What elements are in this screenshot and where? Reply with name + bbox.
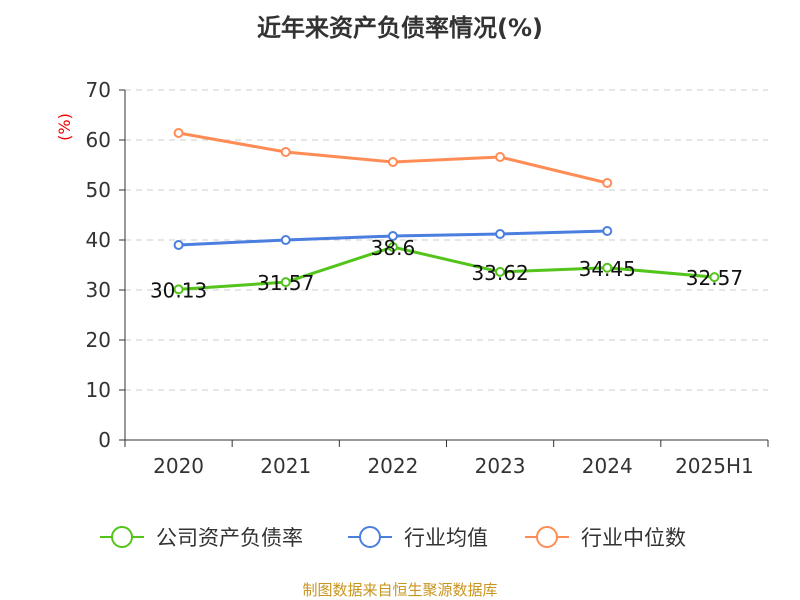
y-tick-label: 60 [86, 128, 111, 152]
x-tick-label: 2025H1 [675, 454, 754, 478]
legend-marker [536, 526, 558, 548]
data-point [173, 128, 184, 138]
y-tick-label: 0 [98, 428, 111, 452]
data-point [280, 147, 291, 157]
legend-label: 公司资产负债率 [156, 526, 303, 550]
data-label: 31.57 [257, 271, 314, 295]
y-axis-label: (%) [55, 113, 74, 141]
x-tick-label: 2020 [153, 454, 204, 478]
data-label: 30.13 [150, 278, 207, 302]
data-point [280, 235, 291, 245]
y-tick-label: 50 [86, 178, 111, 202]
legend-marker [359, 526, 381, 548]
data-point [495, 152, 506, 162]
legend-label: 行业中位数 [581, 526, 686, 550]
y-tick-label: 70 [86, 78, 111, 102]
x-tick-label: 2021 [260, 454, 311, 478]
legend-label: 行业均值 [404, 526, 488, 550]
y-tick-label: 40 [86, 228, 111, 252]
data-point [602, 226, 613, 236]
data-point [602, 262, 613, 273]
data-point [495, 229, 506, 239]
chart-title: 近年来资产负债率情况(%) [257, 14, 543, 42]
legend-marker [111, 526, 133, 548]
data-label: 38.6 [371, 236, 416, 260]
data-label: 33.62 [471, 261, 528, 285]
data-label: 32.57 [686, 266, 743, 290]
x-tick-label: 2022 [367, 454, 418, 478]
y-tick-label: 20 [86, 328, 111, 352]
source-footer: 制图数据来自恒生聚源数据库 [302, 581, 498, 599]
x-tick-label: 2024 [582, 454, 633, 478]
data-point [280, 277, 291, 288]
y-tick-label: 10 [86, 378, 111, 402]
data-point [495, 266, 506, 277]
y-tick-label: 30 [86, 278, 111, 302]
data-point [387, 157, 398, 167]
series-line-0 [178, 245, 715, 291]
data-point [602, 178, 613, 188]
x-tick-label: 2023 [475, 454, 526, 478]
data-point [173, 240, 184, 250]
data-point [387, 242, 398, 252]
data-label: 34.45 [579, 257, 636, 281]
data-point [173, 284, 184, 295]
data-point [709, 272, 720, 283]
data-point [387, 231, 398, 241]
